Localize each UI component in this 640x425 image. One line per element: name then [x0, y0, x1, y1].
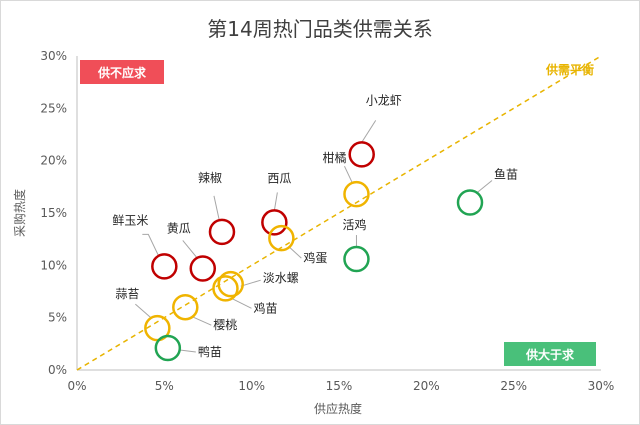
data-point-label: 鱼苗: [494, 168, 518, 182]
label-leader-lines: [135, 120, 493, 353]
badge-surplus: 供大于求: [504, 342, 596, 366]
data-point-label: 活鸡: [342, 217, 366, 232]
label-leader-line: [142, 233, 159, 256]
data-point-label: 黄瓜: [167, 221, 191, 235]
chart-title: 第14周热门品类供需关系: [207, 17, 432, 41]
data-marker: [343, 245, 370, 273]
data-point-label: 柑橘: [322, 150, 346, 165]
label-leader-line: [361, 120, 377, 143]
x-axis-title: 供应热度: [314, 401, 362, 416]
x-tick-label: 20%: [413, 379, 440, 393]
label-leader-line: [135, 303, 152, 319]
badge-surplus-label: 供大于求: [525, 347, 575, 362]
data-point-label: 辣椒: [198, 171, 222, 185]
data-marker: [172, 293, 199, 321]
y-tick-label: 10%: [40, 258, 67, 272]
y-axis-title: 采购热度: [12, 189, 27, 237]
data-marker: [456, 189, 484, 216]
label-leader-line: [231, 297, 252, 309]
data-marker: [268, 224, 295, 252]
data-marker: [217, 270, 244, 298]
label-leader-line: [179, 349, 196, 353]
y-tick-label: 25%: [40, 101, 67, 115]
data-marker: [151, 253, 178, 280]
data-marker: [348, 141, 375, 168]
label-leader-line: [273, 192, 278, 211]
y-tick-label: 30%: [40, 49, 67, 63]
label-leader-line: [344, 165, 353, 184]
data-point-label: 西瓜: [267, 171, 291, 185]
y-tick-label: 5%: [48, 311, 67, 325]
x-tick-label: 5%: [155, 379, 174, 393]
label-leader-line: [213, 195, 220, 219]
x-tick-label: 25%: [500, 379, 527, 393]
x-tick-label: 15%: [326, 379, 353, 393]
data-marker: [261, 209, 288, 236]
badge-shortage-label: 供不应求: [97, 65, 147, 80]
y-tick-label: 20%: [40, 154, 67, 168]
data-point-label: 淡水螺: [263, 271, 299, 285]
y-tick-labels: 0% 5% 10% 15% 20% 25% 30%: [40, 49, 67, 377]
badge-shortage-bg: [80, 60, 164, 84]
badge-surplus-bg: [504, 342, 596, 366]
label-leader-line: [193, 316, 212, 326]
data-marker: [208, 218, 236, 246]
balance-diagonal-label: 供需平衡: [545, 62, 594, 77]
data-point-label: 鲜玉米: [112, 213, 148, 227]
x-tick-label: 30%: [588, 379, 615, 393]
data-marker: [154, 334, 182, 362]
x-tick-label: 10%: [238, 379, 265, 393]
label-leader-line: [289, 246, 302, 259]
y-tick-label: 15%: [40, 206, 67, 220]
data-markers: [144, 141, 484, 362]
label-leader-line: [475, 180, 493, 194]
data-point-label: 鸡蛋: [303, 250, 327, 265]
x-tick-labels: 0% 5% 10% 15% 20% 25% 30%: [67, 379, 614, 393]
data-marker: [212, 275, 239, 302]
x-tick-label: 0%: [67, 379, 86, 393]
badge-shortage: 供不应求: [80, 60, 164, 84]
data-point-label: 小龙虾: [366, 93, 402, 107]
data-marker: [343, 180, 370, 208]
data-point-label: 樱桃: [213, 317, 237, 332]
data-marker: [189, 255, 217, 282]
y-tick-label: 0%: [48, 363, 67, 377]
label-leader-line: [182, 240, 198, 258]
label-leader-line: [240, 279, 261, 287]
data-point-label: 鸭苗: [198, 345, 222, 359]
data-point-label: 蒜苔: [115, 287, 139, 301]
data-point-label: 鸡苗: [253, 300, 277, 315]
